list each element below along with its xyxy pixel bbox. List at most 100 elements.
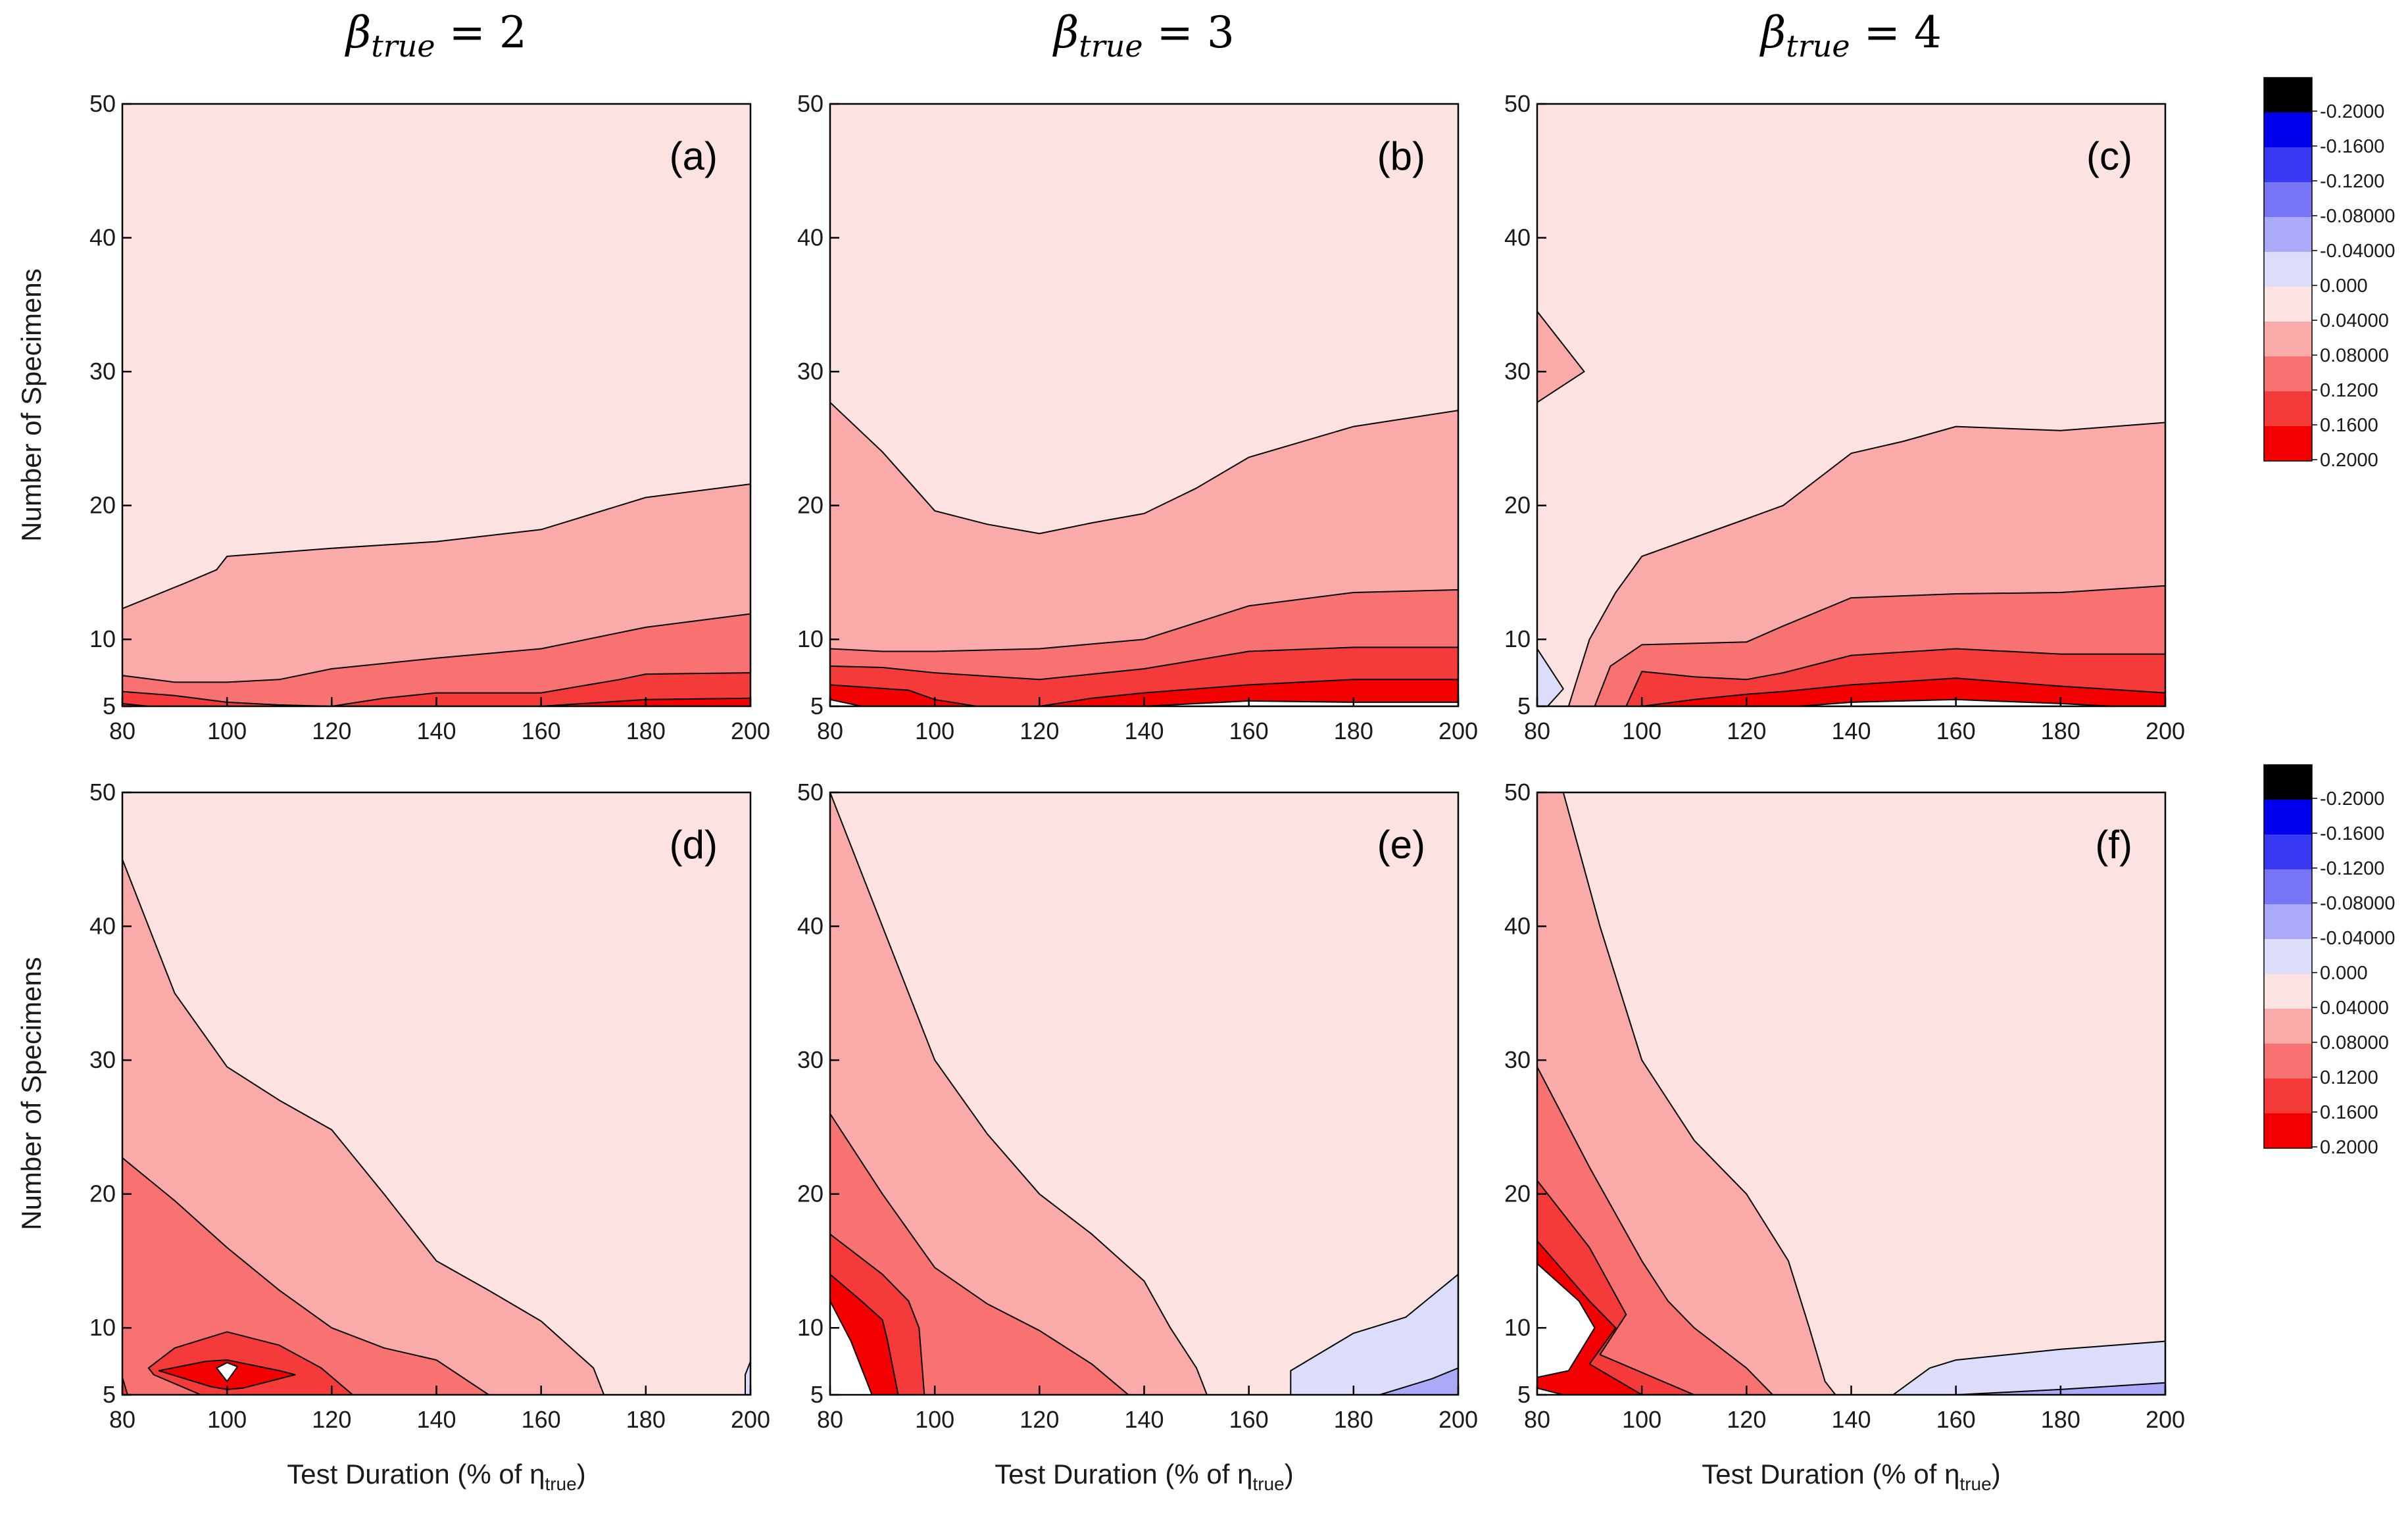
colorbar-swatch (2264, 252, 2312, 287)
x-tick-label: 140 (416, 717, 456, 744)
colorbar-swatch (2264, 182, 2312, 217)
panel-label: (a) (670, 134, 718, 178)
y-tick-label: 20 (89, 1180, 116, 1207)
x-tick-label: 140 (1831, 1406, 1871, 1433)
x-tick-label: 200 (1438, 717, 1478, 744)
colorbar-swatch (2264, 217, 2312, 252)
contour-region (1641, 677, 2165, 706)
contour-region (122, 672, 750, 706)
contour-region (830, 679, 1458, 706)
colorbar-label: 0.000 (2320, 276, 2368, 297)
column-title: βtrue = 3 (1052, 7, 1235, 64)
x-tick-label: 200 (1438, 1406, 1478, 1433)
x-tick-label: 100 (1622, 717, 1661, 744)
x-tick-label: 180 (2041, 717, 2080, 744)
x-tick-label: 80 (109, 717, 135, 744)
column-title: βtrue = 4 (1759, 7, 1942, 64)
colorbar-frame (2263, 764, 2313, 1149)
column-titles: βtrue = 2 βtrue = 3 βtrue = 4 (344, 7, 1942, 64)
contour-region (216, 1362, 239, 1382)
panel-b: 5 10 20 30 40 50 80 100 120 140 160 180 200 (b) (797, 90, 1478, 744)
colorbar-swatch (2264, 322, 2312, 356)
colorbar-swatch (2264, 939, 2312, 974)
colorbar-label: -0.2000 (2320, 788, 2384, 810)
y-tick-label: 50 (89, 90, 116, 117)
y-tick-label: 5 (103, 1381, 116, 1408)
colorbar-label: -0.2000 (2320, 101, 2384, 122)
colorbar-1: -0.2000 -0.1600 -0.1200 -0.08000 -0.04000 0.0… (2263, 77, 2396, 471)
y-tick-label: 30 (797, 358, 823, 385)
colorbar-label: -0.1200 (2320, 858, 2384, 879)
colorbars: -0.2000 -0.1600 -0.1200 -0.08000 -0.04000 0.0… (2263, 77, 2396, 1158)
y-tick-label: 5 (1517, 1381, 1531, 1408)
colorbar-label: 0.2000 (2320, 450, 2378, 471)
y-tick-label: 10 (797, 1314, 823, 1341)
y-tick-label: 40 (1504, 224, 1531, 251)
y-tick-label: 10 (797, 625, 823, 652)
y-tick-label: 30 (1504, 358, 1531, 385)
x-tick-label: 80 (1524, 717, 1550, 744)
contour-region (745, 1361, 750, 1395)
colorbar-label: -0.04000 (2320, 928, 2396, 949)
colorbar-label: 0.000 (2320, 963, 2368, 984)
x-tick-label: 80 (1524, 1406, 1550, 1433)
column-title: βtrue = 2 (344, 7, 527, 64)
contour-region (830, 1300, 873, 1395)
x-axis-title: Test Duration (% of ηtrue) (287, 1459, 585, 1494)
contour-region (1537, 1387, 1564, 1395)
x-tick-label: 120 (312, 1406, 351, 1433)
colorbar-label: -0.04000 (2320, 241, 2396, 262)
contour-region (122, 1376, 128, 1395)
panel-label: (e) (1377, 823, 1425, 867)
y-tick-label: 10 (89, 625, 116, 652)
x-tick-label: 100 (207, 717, 247, 744)
x-tick-label: 100 (207, 1406, 247, 1433)
y-axis-title: Number of Specimens (16, 957, 47, 1230)
colorbar-frame (2263, 77, 2313, 462)
contour-region (1955, 1382, 2165, 1395)
colorbar-label: 0.1200 (2320, 380, 2378, 401)
colorbar-label: 0.04000 (2320, 310, 2389, 331)
x-tick-label: 100 (1622, 1406, 1661, 1433)
contour-region (830, 698, 862, 706)
x-tick-label: 160 (1229, 717, 1269, 744)
y-tick-label: 10 (1504, 625, 1531, 652)
x-tick-label: 140 (416, 1406, 456, 1433)
colorbar-label: -0.1600 (2320, 136, 2384, 157)
y-tick-label: 20 (1504, 1180, 1531, 1207)
y-tick-label: 5 (1517, 692, 1531, 719)
colorbar-swatch (2264, 835, 2312, 869)
x-tick-label: 200 (731, 1406, 770, 1433)
y-tick-label: 5 (810, 1381, 823, 1408)
y-tick-label: 20 (797, 492, 823, 519)
contour-region (122, 697, 750, 706)
x-tick-label: 200 (2146, 1406, 2185, 1433)
colorbar-label: -0.1600 (2320, 823, 2384, 844)
panel-label: (c) (2086, 134, 2132, 178)
colorbar-label: -0.1200 (2320, 171, 2384, 192)
colorbar-label: 0.1600 (2320, 1102, 2378, 1123)
colorbar-swatch (2264, 765, 2312, 800)
x-tick-label: 160 (1936, 717, 1976, 744)
x-axis-title: Test Duration (% of ηtrue) (1702, 1459, 2000, 1494)
panel-label: (d) (670, 823, 718, 867)
contour-region (1892, 1340, 2165, 1395)
colorbar-swatch (2264, 78, 2312, 112)
x-tick-label: 120 (1020, 1406, 1059, 1433)
colorbar-swatch (2264, 974, 2312, 1009)
x-tick-label: 200 (731, 717, 770, 744)
colorbar-swatch (2264, 1113, 2312, 1148)
colorbar-swatch (2264, 1009, 2312, 1044)
colorbar-label: -0.08000 (2320, 893, 2396, 914)
x-tick-label: 200 (2146, 717, 2185, 744)
contour-region (122, 613, 750, 706)
y-tick-label: 40 (89, 913, 116, 940)
y-tick-label: 50 (1504, 90, 1531, 117)
y-tick-label: 50 (797, 90, 823, 117)
panel-d: 5 10 20 30 40 50 80 100 120 140 160 180 200 (d) Number… (16, 779, 770, 1494)
x-tick-label: 140 (1124, 1406, 1164, 1433)
y-tick-label: 10 (1504, 1314, 1531, 1341)
y-tick-label: 10 (89, 1314, 116, 1341)
x-tick-label: 160 (522, 717, 561, 744)
y-tick-label: 40 (89, 224, 116, 251)
